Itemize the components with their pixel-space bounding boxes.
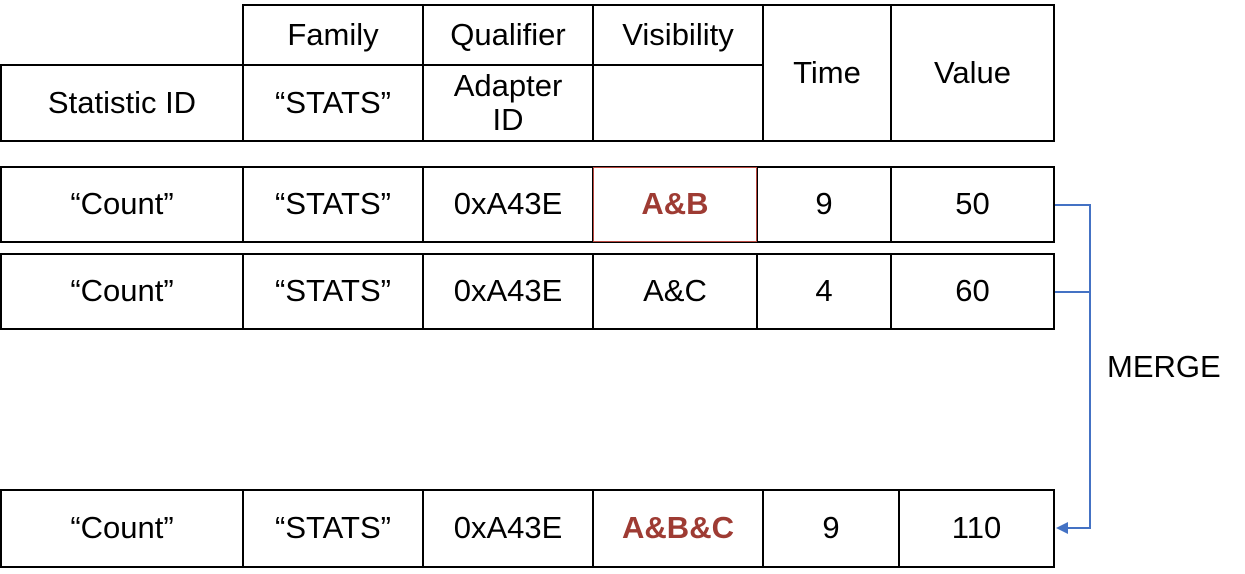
row2-statistic-id-text: “Count” xyxy=(70,273,174,309)
row2-qualifier-text: 0xA43E xyxy=(453,273,563,309)
row2-qualifier: 0xA43E xyxy=(422,253,594,330)
header-statistic-id-cell: Statistic ID xyxy=(0,64,244,142)
result-family: “STATS” xyxy=(242,489,424,568)
merge-label: MERGE xyxy=(1107,349,1221,384)
row1-visibility-text: A&B xyxy=(641,186,709,222)
row2-family-text: “STATS” xyxy=(275,273,391,309)
result-qualifier: 0xA43E xyxy=(422,489,594,568)
header-family-label: Family xyxy=(287,16,379,52)
header-visibility-cell: Visibility xyxy=(592,4,764,66)
header-visibility-value-cell xyxy=(592,64,764,142)
row1-qualifier-text: 0xA43E xyxy=(453,186,563,222)
result-value-text: 110 xyxy=(951,510,1002,546)
row1-visibility-highlight-box xyxy=(593,167,757,242)
result-statistic-id: “Count” xyxy=(0,489,244,568)
row2-visibility: A&C xyxy=(592,253,758,330)
header-family-value: “STATS” xyxy=(275,84,391,120)
header-value-label: Value xyxy=(934,54,1011,90)
result-qualifier-text: 0xA43E xyxy=(453,510,563,546)
row2-visibility-text: A&C xyxy=(643,273,707,309)
row1-value-text: 50 xyxy=(955,186,990,222)
result-statistic-id-text: “Count” xyxy=(70,510,174,546)
result-time-text: 9 xyxy=(822,510,840,546)
row1-value: 50 xyxy=(890,166,1055,243)
result-visibility-text: A&B&C xyxy=(622,510,734,546)
row2-time-text: 4 xyxy=(815,273,833,309)
header-time-label: Time xyxy=(793,54,861,90)
header-qualifier-value: Adapter ID xyxy=(453,67,563,137)
row1-statistic-id-text: “Count” xyxy=(70,186,174,222)
row1-time-text: 9 xyxy=(815,186,833,222)
row2-value: 60 xyxy=(890,253,1055,330)
header-qualifier-label: Qualifier xyxy=(450,16,566,52)
header-qualifier-value-cell: Adapter ID xyxy=(422,64,594,142)
row2-value-text: 60 xyxy=(955,273,990,309)
merge-bracket-line xyxy=(1055,204,1091,529)
header-value-cell: Value xyxy=(890,4,1055,142)
row1-family: “STATS” xyxy=(242,166,424,243)
header-visibility-label: Visibility xyxy=(622,16,734,52)
result-family-text: “STATS” xyxy=(275,510,391,546)
row2-family: “STATS” xyxy=(242,253,424,330)
row1-family-text: “STATS” xyxy=(275,186,391,222)
merge-arrowhead-icon xyxy=(1056,522,1068,534)
result-value: 110 xyxy=(898,489,1055,568)
header-statistic-id-label: Statistic ID xyxy=(47,84,197,120)
